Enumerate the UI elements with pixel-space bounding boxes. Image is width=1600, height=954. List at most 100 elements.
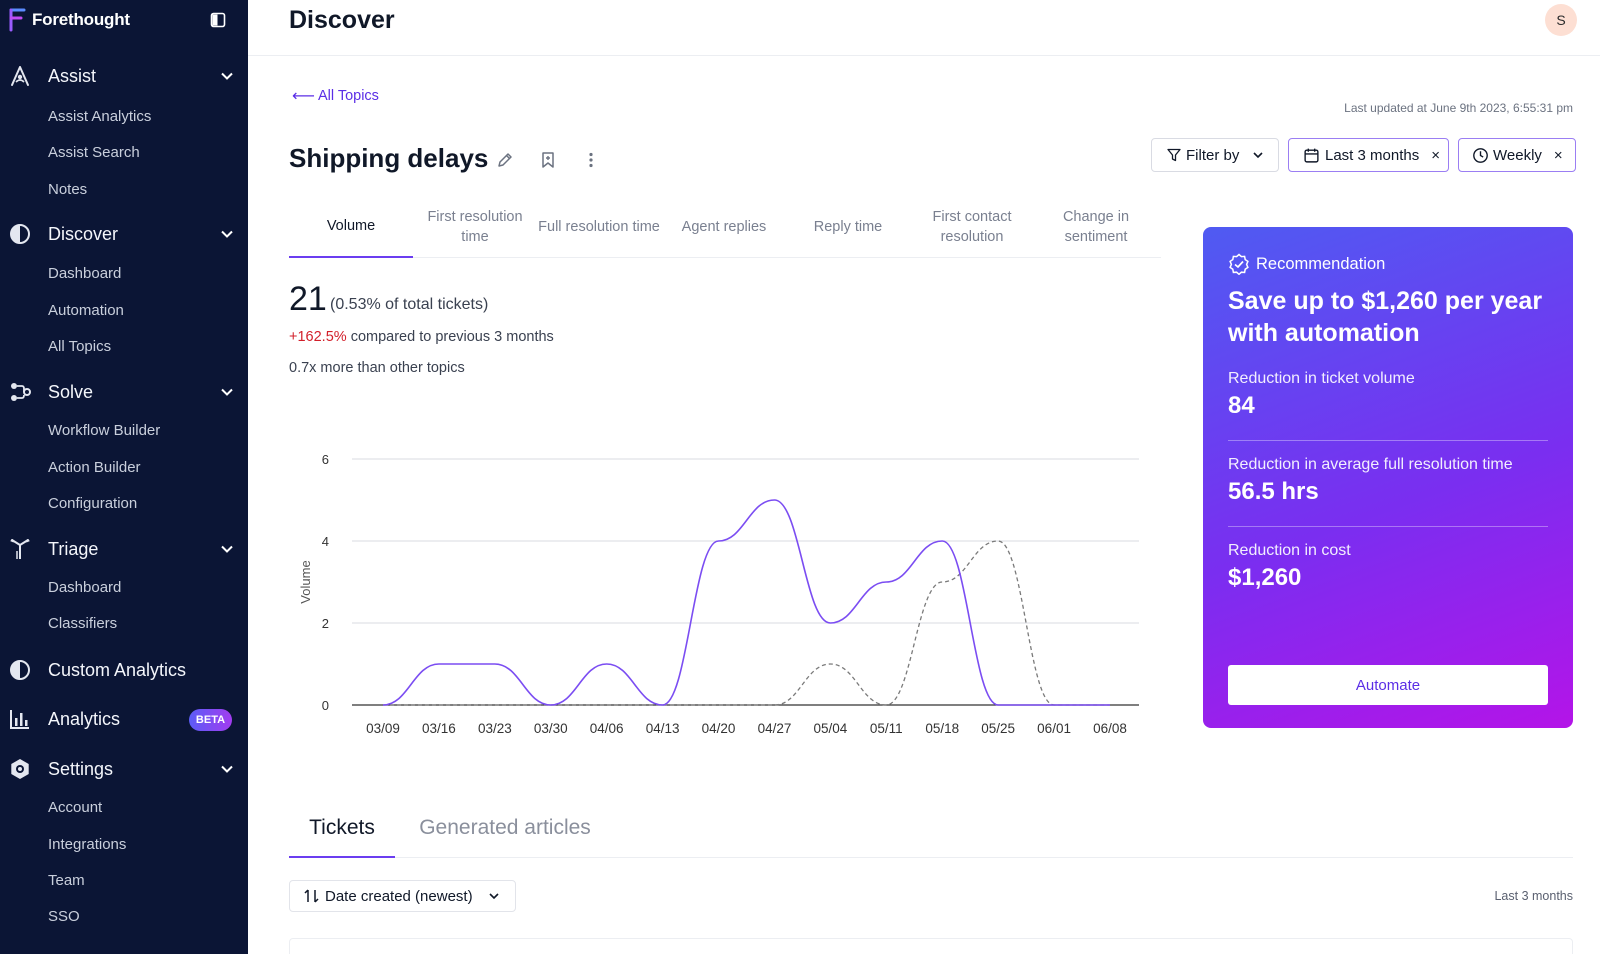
- x-tick-label: 05/04: [813, 721, 847, 736]
- automate-button[interactable]: Automate: [1228, 665, 1548, 705]
- sidebar-section-discover[interactable]: Discover: [0, 219, 248, 249]
- interval-label: Weekly: [1493, 146, 1542, 164]
- filter-by-button[interactable]: Filter by: [1151, 138, 1279, 172]
- tab-reply-time[interactable]: Reply time: [813, 219, 883, 235]
- back-to-all-topics-link[interactable]: ⟵ All Topics: [292, 86, 379, 106]
- back-link-label: All Topics: [317, 88, 379, 104]
- tab-change-in-sentiment[interactable]: Change in sentiment: [1062, 209, 1130, 245]
- clear-date-range-icon[interactable]: ×: [1431, 146, 1440, 164]
- recommendation-metric-value: 56.5 hrs: [1228, 478, 1319, 505]
- sidebar-item-configuration[interactable]: Configuration: [48, 494, 138, 512]
- sort-dropdown[interactable]: Date created (newest): [289, 880, 516, 912]
- sidebar-item-integrations[interactable]: Integrations: [48, 835, 127, 853]
- sort-icon: [304, 889, 319, 903]
- recommendation-header: Recommendation: [1228, 253, 1385, 275]
- avatar[interactable]: S: [1545, 4, 1577, 36]
- series-line-previous-period: [382, 540, 1110, 706]
- tab-tickets[interactable]: Tickets: [289, 816, 395, 858]
- settings-icon: [11, 759, 29, 779]
- sidebar-item-account[interactable]: Account: [48, 798, 103, 816]
- sidebar-section-triage[interactable]: Triage: [0, 534, 248, 564]
- sidebar-item-triage-dashboard[interactable]: Dashboard: [48, 578, 122, 596]
- recommendation-metric: Reduction in average full resolution tim…: [1228, 456, 1548, 506]
- tab-full-resolution-time[interactable]: Full resolution time: [538, 219, 660, 235]
- custom-analytics-icon: [10, 660, 30, 680]
- arrow-left-icon: ⟵: [292, 88, 315, 105]
- tab-first-contact-resolution[interactable]: First contact resolution: [932, 209, 1012, 245]
- series-line-volume: [382, 499, 1110, 706]
- tab-volume[interactable]: Volume: [289, 196, 413, 258]
- chevron-down-icon[interactable]: [220, 385, 234, 399]
- beta-badge: BETA: [189, 709, 232, 731]
- verified-badge-icon: [1229, 253, 1249, 275]
- x-tick-label: 04/27: [758, 721, 792, 736]
- relative-volume: 0.7x more than other topics: [289, 360, 465, 376]
- sidebar-item-assist-search[interactable]: Assist Search: [48, 143, 140, 161]
- divider: [1228, 526, 1548, 527]
- sidebar-item-team[interactable]: Team: [48, 871, 85, 889]
- volume-chart: 0 2 4 6 03/09 03/16 03/23 03/30 04/06 04/13 04/20 0…: [298, 452, 1139, 736]
- sidebar-item-assist-analytics[interactable]: Assist Analytics: [48, 107, 152, 125]
- sidebar-item-notes[interactable]: Notes: [48, 180, 88, 198]
- sidebar-section-label: Settings: [48, 758, 114, 779]
- sidebar-section-label: Discover: [48, 223, 119, 244]
- y-axis-label: Volume: [298, 560, 313, 603]
- recommendation-metric-value: $1,260: [1228, 564, 1302, 591]
- recommendation-metric-label: Reduction in average full resolution tim…: [1228, 456, 1513, 473]
- filter-icon: [1167, 148, 1181, 162]
- chevron-down-icon[interactable]: [220, 762, 234, 776]
- brand-logo[interactable]: Forethought: [8, 8, 240, 32]
- tab-first-resolution-time[interactable]: First resolution time: [427, 209, 523, 245]
- recommendation-metric-value: 84: [1228, 392, 1255, 419]
- sidebar-section-label: Analytics: [48, 708, 121, 729]
- recommendation-metric-label: Reduction in cost: [1228, 542, 1351, 559]
- ticket-count: 21: [289, 280, 327, 318]
- brand-name: Forethought: [32, 10, 130, 29]
- clock-icon: [1473, 147, 1488, 163]
- clear-interval-icon[interactable]: ×: [1553, 146, 1563, 164]
- recommendation-metric: Reduction in cost $1,260: [1228, 542, 1548, 592]
- sidebar-item-automation[interactable]: Automation: [48, 301, 124, 319]
- sidebar-section-custom-analytics[interactable]: Custom Analytics: [0, 655, 248, 685]
- sidebar-item-action-builder[interactable]: Action Builder: [48, 458, 141, 476]
- sidebar: Forethought Assist Assist Analytics Assi…: [0, 0, 248, 954]
- sidebar-section-assist[interactable]: Assist: [0, 61, 248, 91]
- change-percentage: +162.5%: [289, 329, 347, 345]
- divider: [1228, 440, 1548, 441]
- x-tick-label: 04/06: [590, 721, 624, 736]
- x-tick-label: 06/01: [1037, 721, 1071, 736]
- table-date-range: Last 3 months: [1494, 889, 1573, 903]
- x-tick-label: 04/13: [646, 721, 680, 736]
- y-tick-label: 6: [322, 452, 329, 467]
- edit-icon[interactable]: [495, 150, 515, 170]
- x-tick-label: 06/08: [1093, 721, 1127, 736]
- calendar-icon: [1304, 148, 1319, 163]
- interval-filter[interactable]: Weekly ×: [1458, 138, 1576, 172]
- sidebar-section-settings[interactable]: Settings: [0, 754, 248, 784]
- tab-generated-articles[interactable]: Generated articles: [419, 816, 591, 839]
- more-options-icon[interactable]: [581, 150, 601, 170]
- triage-icon: [10, 539, 30, 559]
- sidebar-section-solve[interactable]: Solve: [0, 377, 248, 407]
- chevron-down-icon: [1253, 152, 1263, 159]
- metric-tabs: Volume First resolution time Full resolu…: [289, 196, 1161, 258]
- tab-agent-replies[interactable]: Agent replies: [681, 219, 767, 235]
- tickets-table: [289, 938, 1573, 954]
- sidebar-item-sso[interactable]: SSO: [48, 907, 80, 925]
- chevron-down-icon[interactable]: [220, 69, 234, 83]
- bookmark-icon[interactable]: [538, 150, 558, 170]
- sidebar-section-analytics[interactable]: Analytics BETA: [0, 704, 248, 734]
- sidebar-item-all-topics[interactable]: All Topics: [48, 337, 112, 355]
- sidebar-item-classifiers[interactable]: Classifiers: [48, 614, 118, 632]
- sidebar-item-discover-dashboard[interactable]: Dashboard: [48, 264, 122, 282]
- sidebar-collapse-icon[interactable]: [210, 12, 226, 28]
- analytics-icon: [10, 710, 29, 729]
- sort-label: Date created (newest): [325, 887, 473, 905]
- chevron-down-icon[interactable]: [220, 227, 234, 241]
- recommendation-card: Recommendation Save up to $1,260 per yea…: [1203, 227, 1573, 728]
- sidebar-item-workflow-builder[interactable]: Workflow Builder: [48, 421, 161, 439]
- sidebar-section-label: Custom Analytics: [48, 659, 187, 680]
- chevron-down-icon[interactable]: [220, 542, 234, 556]
- date-range-filter[interactable]: Last 3 months ×: [1288, 138, 1449, 172]
- recommendation-title: Save up to $1,260 per year with automati…: [1228, 287, 1543, 347]
